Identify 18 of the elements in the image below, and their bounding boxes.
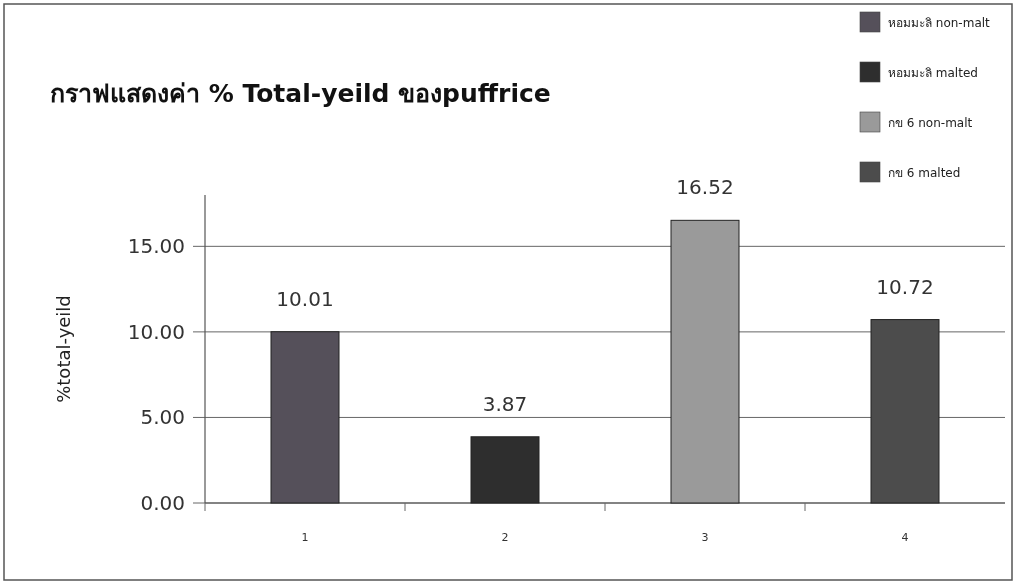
data-label: 16.52 bbox=[676, 175, 734, 200]
x-tick-label: 3 bbox=[701, 531, 709, 544]
data-label: 10.72 bbox=[876, 274, 934, 299]
data-label: 3.87 bbox=[482, 391, 528, 416]
x-tick-label: 1 bbox=[301, 531, 309, 544]
y-tick-label: 10.00 bbox=[127, 319, 185, 344]
y-tick-label: 15.00 bbox=[127, 234, 185, 259]
ylabel: %total-yeild bbox=[53, 295, 74, 403]
x-tick-label: 4 bbox=[901, 531, 909, 544]
x-tick-label: 2 bbox=[501, 531, 509, 544]
legend-label: หอมมะลิ malted bbox=[888, 66, 978, 80]
y-tick-label: 5.00 bbox=[140, 405, 185, 430]
legend-label: หอมมะลิ non-malt bbox=[888, 16, 991, 30]
legend-label: กข 6 non-malt bbox=[888, 116, 973, 130]
y-tick-label: 0.00 bbox=[140, 491, 185, 515]
title: กราฟแสดงค่า % Total-yeild ของpuffrice bbox=[50, 79, 551, 108]
legend-label: กข 6 malted bbox=[888, 166, 961, 180]
data-label: 10.01 bbox=[276, 286, 334, 311]
